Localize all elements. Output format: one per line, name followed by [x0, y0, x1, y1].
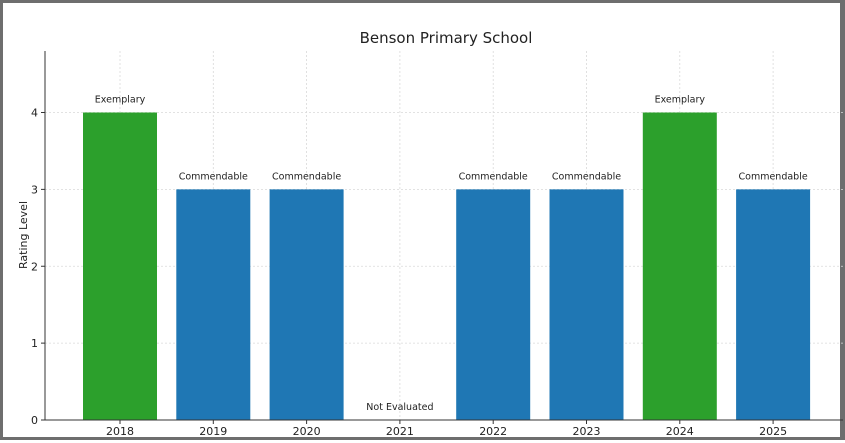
bar-2020: [270, 189, 344, 420]
data-label-2022: Commendable: [459, 171, 528, 182]
data-label-2018: Exemplary: [95, 95, 146, 106]
bar-2024: [643, 113, 717, 421]
gridlines: [45, 51, 843, 420]
x-tick-label-2019: 2019: [199, 425, 227, 438]
y-tick-label: 3: [31, 183, 38, 196]
data-label-2025: Commendable: [739, 171, 808, 182]
y-tick-label: 1: [31, 337, 38, 350]
x-tick-label-2024: 2024: [666, 425, 694, 438]
bar-2019: [176, 189, 250, 420]
bar-chart: Benson Primary School Rating Level 0 1 2 3 4…: [3, 3, 845, 443]
bar-2023: [550, 189, 624, 420]
y-axis-label: Rating Level: [17, 201, 30, 269]
bar-2025: [736, 189, 810, 420]
chart-title: Benson Primary School: [360, 29, 533, 47]
data-label-2023: Commendable: [552, 171, 621, 182]
x-tick-label-2018: 2018: [106, 425, 134, 438]
data-label-2021: Not Evaluated: [366, 402, 433, 413]
data-label-2019: Commendable: [179, 171, 248, 182]
x-tick-label-2025: 2025: [759, 425, 787, 438]
y-tick-label: 4: [31, 107, 38, 120]
x-tick-label-2023: 2023: [573, 425, 601, 438]
x-tick-label-2020: 2020: [293, 425, 321, 438]
x-tick-label-2022: 2022: [479, 425, 507, 438]
axes: [41, 51, 843, 424]
x-tick-label-2021: 2021: [386, 425, 414, 438]
bar-2022: [456, 189, 530, 420]
bar-2018: [83, 113, 157, 421]
data-label-2020: Commendable: [272, 171, 341, 182]
data-label-2024: Exemplary: [655, 95, 706, 106]
y-tick-label: 2: [31, 260, 38, 273]
y-tick-label: 0: [31, 414, 38, 427]
